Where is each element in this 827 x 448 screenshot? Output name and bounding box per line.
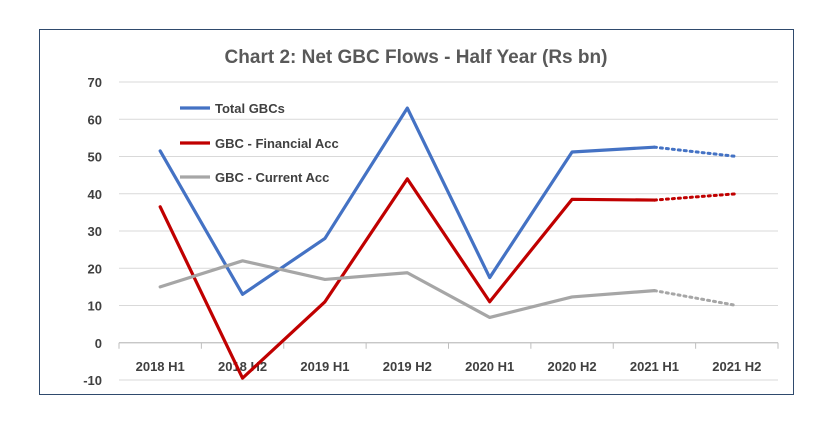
chart-title: Chart 2: Net GBC Flows - Half Year (Rs b… [225, 47, 608, 68]
y-tick-label: 0 [95, 336, 102, 351]
x-tick-label: 2020 H1 [465, 359, 514, 374]
series-projection-0 [652, 145, 739, 158]
axes: -10 0 10 20 30 40 50 60 70 2018 H1 2018 H2 2019 H1 2… [83, 75, 779, 388]
y-tick-label: -10 [83, 373, 102, 388]
chart-frame: Chart 2: Net GBC Flows - Half Year (Rs b… [39, 29, 794, 395]
x-tick-label: 2019 H2 [383, 359, 432, 374]
x-tick-label: 2021 H2 [712, 359, 761, 374]
y-tick-label: 70 [88, 75, 102, 90]
y-tick-label: 10 [88, 299, 102, 314]
x-tick-label: 2018 H2 [218, 359, 267, 374]
series-line-2 [158, 259, 657, 320]
x-tick-label: 2019 H1 [300, 359, 349, 374]
y-tick-label: 50 [88, 150, 102, 165]
x-tick-label: 2020 H2 [547, 359, 596, 374]
series-projection-1 [652, 192, 739, 202]
legend-label-0: Total GBCs [215, 101, 285, 116]
gridlines [119, 81, 778, 381]
y-tick-label: 60 [88, 112, 102, 127]
series-projection-2 [652, 289, 739, 307]
legend-label-2: GBC - Current Acc [215, 170, 329, 185]
series-lines [158, 106, 739, 380]
x-tick-label: 2018 H1 [136, 359, 185, 374]
y-tick-label: 30 [88, 224, 102, 239]
x-tick-label: 2021 H1 [630, 359, 679, 374]
legend: Total GBCs GBC - Financial Acc GBC - Curre… [180, 101, 339, 185]
line-chart: Chart 2: Net GBC Flows - Half Year (Rs b… [83, 47, 779, 388]
y-tick-label: 40 [88, 187, 102, 202]
legend-label-1: GBC - Financial Acc [215, 136, 339, 151]
y-tick-label: 20 [88, 261, 102, 276]
